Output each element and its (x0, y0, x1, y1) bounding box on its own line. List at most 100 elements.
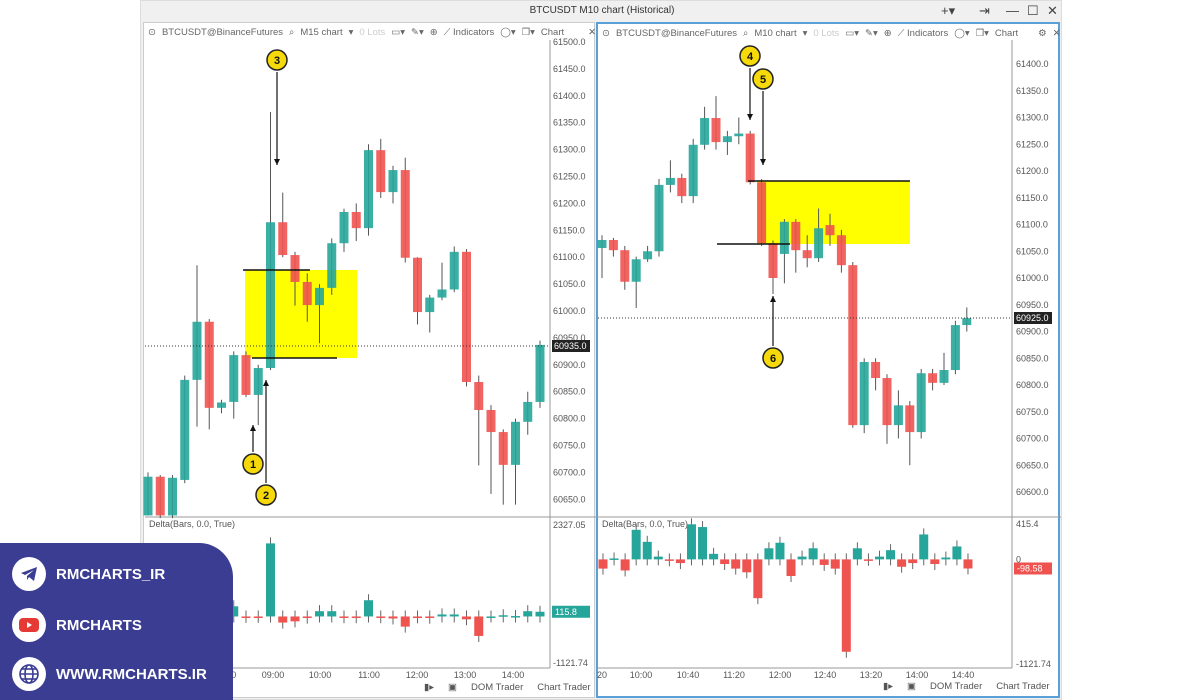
zoom-icon[interactable]: ⊕ (429, 26, 438, 38)
price-tick: 60950.0 (1016, 300, 1049, 310)
arrow-head (263, 380, 269, 386)
delta-bar (875, 556, 884, 560)
delta-bar (720, 559, 730, 564)
maximize-button[interactable]: ☐ (1027, 3, 1039, 18)
window-title: BTCUSDT M10 chart (Historical) (529, 5, 675, 16)
delta-max-label: 415.4 (1016, 519, 1039, 529)
annotation-number: 1 (250, 459, 256, 471)
gear-icon[interactable]: ⚙ (1038, 27, 1047, 39)
instrument-icon[interactable]: ⊙ (148, 26, 156, 38)
search-icon[interactable]: ⌕ (743, 27, 749, 39)
indicators-button[interactable]: ⟋ Indicators (897, 27, 949, 39)
monitor-icon[interactable]: ▭▾ (391, 26, 406, 38)
window-icon[interactable]: ❐▾ (975, 27, 989, 39)
price-tick: 60900.0 (553, 360, 586, 370)
delta-bar (797, 556, 807, 560)
pencil-icon[interactable]: ✎▾ (865, 27, 878, 39)
candle-body (400, 170, 410, 258)
annotation-marker (752, 68, 774, 90)
delta-bar (437, 614, 447, 617)
candle-body (597, 240, 607, 249)
last-price-label: 60925.0 (1016, 313, 1049, 323)
chart-trader-button[interactable]: Chart Trader (537, 681, 591, 693)
price-tick: 61150.0 (1016, 193, 1048, 203)
lots-field[interactable]: 0 Lots (813, 27, 840, 39)
delta-bar (400, 616, 410, 627)
delta-bar (609, 558, 619, 560)
pin-button[interactable]: ⇥ (979, 3, 990, 18)
minimize-button[interactable]: — (1006, 3, 1019, 18)
indicators-button[interactable]: ⟋ Indicators (443, 26, 495, 38)
close-icon[interactable]: ✕ (1052, 27, 1061, 39)
close-icon[interactable]: ✕ (588, 26, 597, 38)
delta-max-label: 2327.05 (553, 520, 586, 530)
candle-body (498, 432, 508, 465)
delta-bar (327, 611, 337, 617)
timeframe-selector[interactable]: M15 chart (300, 26, 343, 38)
candle-body (511, 421, 520, 465)
lots-field[interactable]: 0 Lots (359, 26, 386, 38)
candle-body (711, 118, 721, 143)
candle-body (376, 150, 386, 193)
candle-body (814, 228, 824, 259)
candle-body (928, 373, 938, 383)
candle-body (229, 355, 239, 402)
delta-bar (742, 559, 752, 573)
close-window-button[interactable]: ✕ (1047, 3, 1058, 18)
pencil-icon[interactable]: ✎▾ (411, 26, 424, 38)
candle-body (302, 281, 312, 306)
price-tick: 61050.0 (1016, 246, 1049, 256)
circle-icon[interactable]: ◯▾ (500, 26, 516, 38)
price-tick: 61150.0 (553, 225, 585, 235)
price-tick: 60750.0 (553, 441, 586, 451)
window-icon[interactable]: ❐▾ (521, 26, 535, 38)
delta-bar (486, 616, 496, 618)
price-tick: 60700.0 (553, 467, 586, 477)
candle-body (351, 212, 361, 229)
search-icon[interactable]: ⌕ (289, 26, 295, 38)
instrument-icon[interactable]: ⊙ (602, 27, 610, 39)
candle-body (962, 318, 972, 326)
candle-body (722, 136, 732, 143)
candle-body (916, 373, 926, 433)
dom-trader-button[interactable]: DOM Trader (470, 681, 524, 693)
bottom-bar: ▮▸ ▣ DOM Trader Chart Trader (144, 679, 594, 695)
calendar-icon[interactable]: ▣ (907, 680, 916, 692)
candle-body (290, 255, 300, 282)
youtube-handle[interactable]: RMCHARTS (56, 616, 142, 634)
symbol-selector[interactable]: BTCUSDT@BinanceFutures (161, 26, 284, 38)
zoom-icon[interactable]: ⊕ (883, 27, 892, 39)
website-link[interactable]: WWW.RMCHARTS.IR (56, 665, 207, 683)
candle-body (688, 144, 698, 197)
circle-icon[interactable]: ◯▾ (954, 27, 970, 39)
symbol-selector[interactable]: BTCUSDT@BinanceFutures (615, 27, 738, 39)
price-tick: 61250.0 (1016, 139, 1049, 149)
delta-bar (290, 616, 300, 622)
price-tick: 61500.0 (553, 37, 586, 47)
add-button[interactable]: +▾ (941, 3, 956, 18)
dom-trader-button[interactable]: DOM Trader (929, 680, 983, 692)
delta-bar (241, 616, 251, 618)
monitor-icon[interactable]: ▭▾ (845, 27, 860, 39)
scroll-right-icon[interactable]: ▮▸ (883, 680, 893, 692)
candle-body (535, 344, 545, 402)
candle-body (620, 250, 630, 282)
delta-bar (664, 559, 674, 561)
chart-menu[interactable]: Chart (994, 27, 1019, 39)
candle-body (768, 243, 778, 278)
candle-body (204, 321, 214, 408)
price-tick: 60800.0 (553, 414, 586, 424)
chart-trader-button[interactable]: Chart Trader (996, 680, 1050, 692)
delta-bar (315, 611, 324, 617)
candle-body (608, 240, 618, 251)
delta-bar (830, 559, 840, 569)
timeframe-selector[interactable]: M10 chart (754, 27, 797, 39)
delta-bar (511, 616, 520, 618)
telegram-handle[interactable]: RMCHARTS_IR (56, 565, 166, 583)
calendar-icon[interactable]: ▣ (448, 681, 457, 693)
scroll-right-icon[interactable]: ▮▸ (424, 681, 434, 693)
youtube-icon (12, 608, 46, 642)
chart-menu[interactable]: Chart (540, 26, 565, 38)
last-price-badge (552, 340, 590, 352)
delta-bar (376, 616, 386, 618)
